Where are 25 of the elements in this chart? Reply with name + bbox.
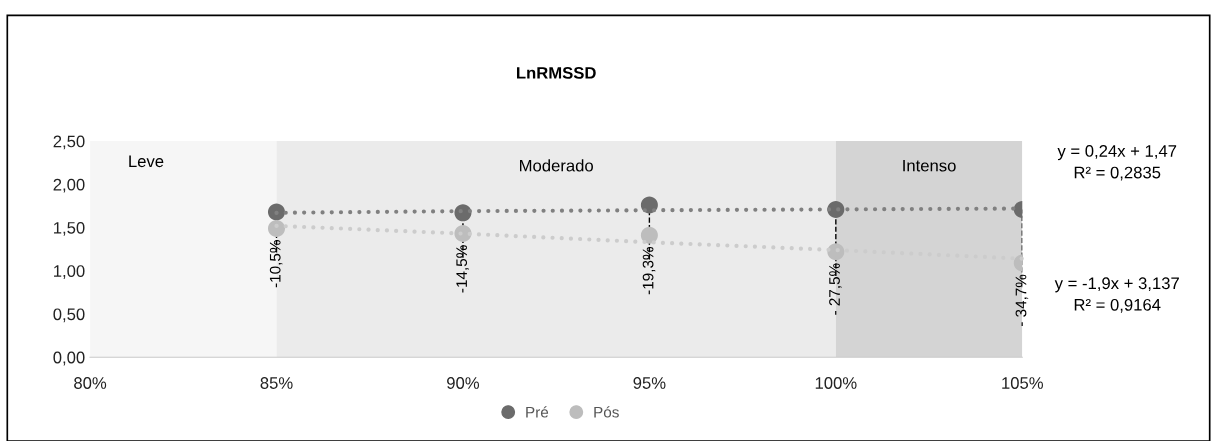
band-label: Moderado (520, 159, 593, 172)
x-tick-label: 90% (447, 377, 480, 389)
annotation: -14,5% (456, 245, 469, 293)
band-label: Leve (129, 155, 164, 168)
chart-title: LnRMSSD (517, 66, 596, 79)
x-tick-label: 105% (1002, 377, 1043, 389)
y-tick-label: 2,50 (53, 135, 85, 150)
y-tick-label: 1,50 (54, 221, 85, 236)
legend-label: Pós (594, 406, 619, 418)
band-label: Intenso (903, 159, 956, 172)
annotation: -10,5% (269, 240, 283, 288)
y-tick-label: 2,00 (53, 178, 85, 193)
legend-label: Pré (526, 406, 549, 418)
text: y = 0,24x + 1,47 R² = 0,2835 (1057, 145, 1177, 181)
annotation: - 34,7% (1015, 274, 1029, 327)
x-tick-label: 80% (74, 377, 107, 389)
y-tick-label: 0,50 (53, 308, 85, 323)
x-tick-label: 85% (260, 377, 293, 389)
annotation: -19,3% (642, 246, 656, 295)
x-tick-label: 95% (633, 377, 666, 389)
x-tick-label: 100% (815, 377, 857, 389)
text: y = -1,9x + 3,137 R² = 0,9164 (1054, 277, 1179, 313)
y-tick-label: 0,00 (53, 351, 85, 366)
y-tick-label: 1,00 (54, 265, 85, 279)
annotation: - 27,5% (829, 263, 842, 315)
